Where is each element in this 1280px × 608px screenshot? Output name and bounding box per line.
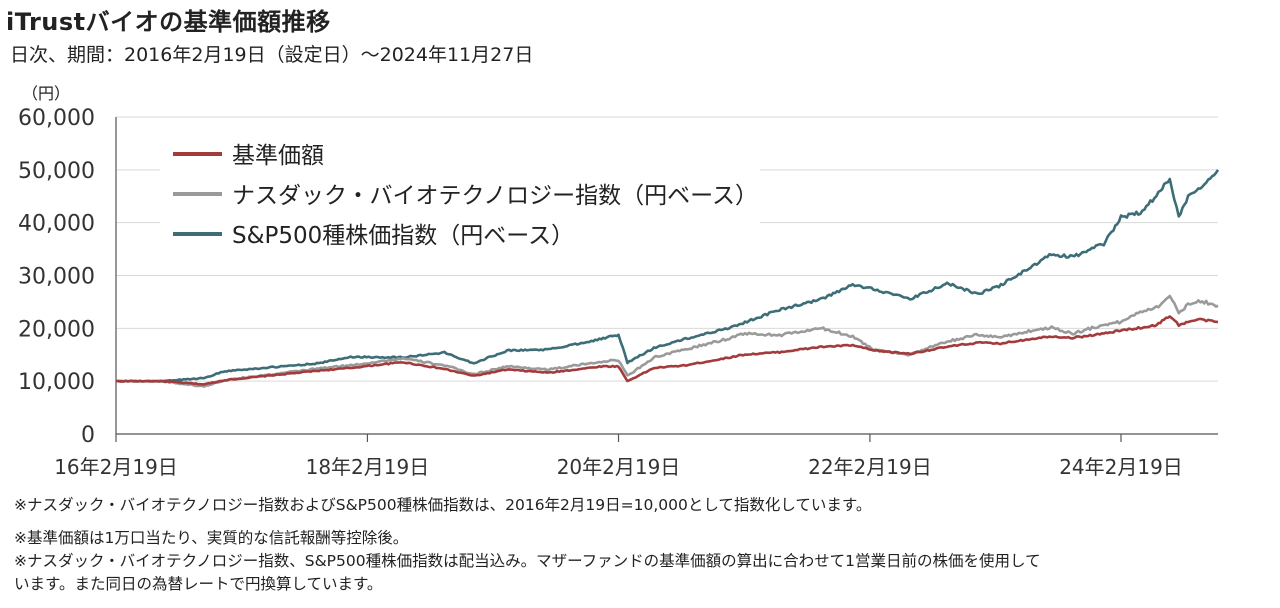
- footnote-fx-note: います。また同日の為替レートで円換算しています。: [14, 575, 383, 593]
- legend-background: [160, 130, 760, 260]
- legend-nasdaq-bio-label: ナスダック・バイオテクノロジー指数（円ベース）: [232, 183, 758, 209]
- y-tick-label: 40,000: [18, 212, 95, 237]
- footnote-dividend-note: ※ナスダック・バイオテクノロジー指数、S&P500種株価指数は配当込み。マザーフ…: [14, 552, 1041, 570]
- footnote-nav-note: ※基準価額は1万口当たり、実質的な信託報酬等控除後。: [14, 529, 409, 547]
- series-line-nasdaq-bio: [115, 294, 1219, 388]
- chart-subtitle: 日次、期間：2016年2月19日（設定日）～2024年11月27日: [10, 44, 534, 66]
- x-tick-label: 24年2月19日: [1059, 455, 1183, 479]
- legend-sp500-label: S&P500種株価指数（円ベース）: [232, 223, 574, 249]
- x-tick-label: 22年2月19日: [808, 455, 932, 479]
- footnote-index-note: ※ナスダック・バイオテクノロジー指数およびS&P500種株価指数は、2016年2…: [14, 496, 872, 514]
- y-tick-label: 10,000: [18, 370, 95, 395]
- y-tick-label: 60,000: [18, 106, 95, 131]
- legend-nav-label: 基準価額: [232, 143, 324, 169]
- x-tick-label: 16年2月19日: [54, 455, 178, 479]
- y-axis-unit: （円）: [22, 84, 71, 103]
- y-tick-label: 20,000: [18, 317, 95, 342]
- series-line-nav: [115, 315, 1219, 386]
- series-line-sp500: [115, 169, 1220, 383]
- y-tick-label: 0: [81, 423, 95, 448]
- y-tick-label: 50,000: [18, 159, 95, 184]
- x-tick-label: 20年2月19日: [557, 455, 681, 479]
- y-tick-label: 30,000: [18, 265, 95, 290]
- chart-title: iTrustバイオの基準価額推移: [6, 8, 331, 36]
- x-tick-label: 18年2月19日: [306, 455, 430, 479]
